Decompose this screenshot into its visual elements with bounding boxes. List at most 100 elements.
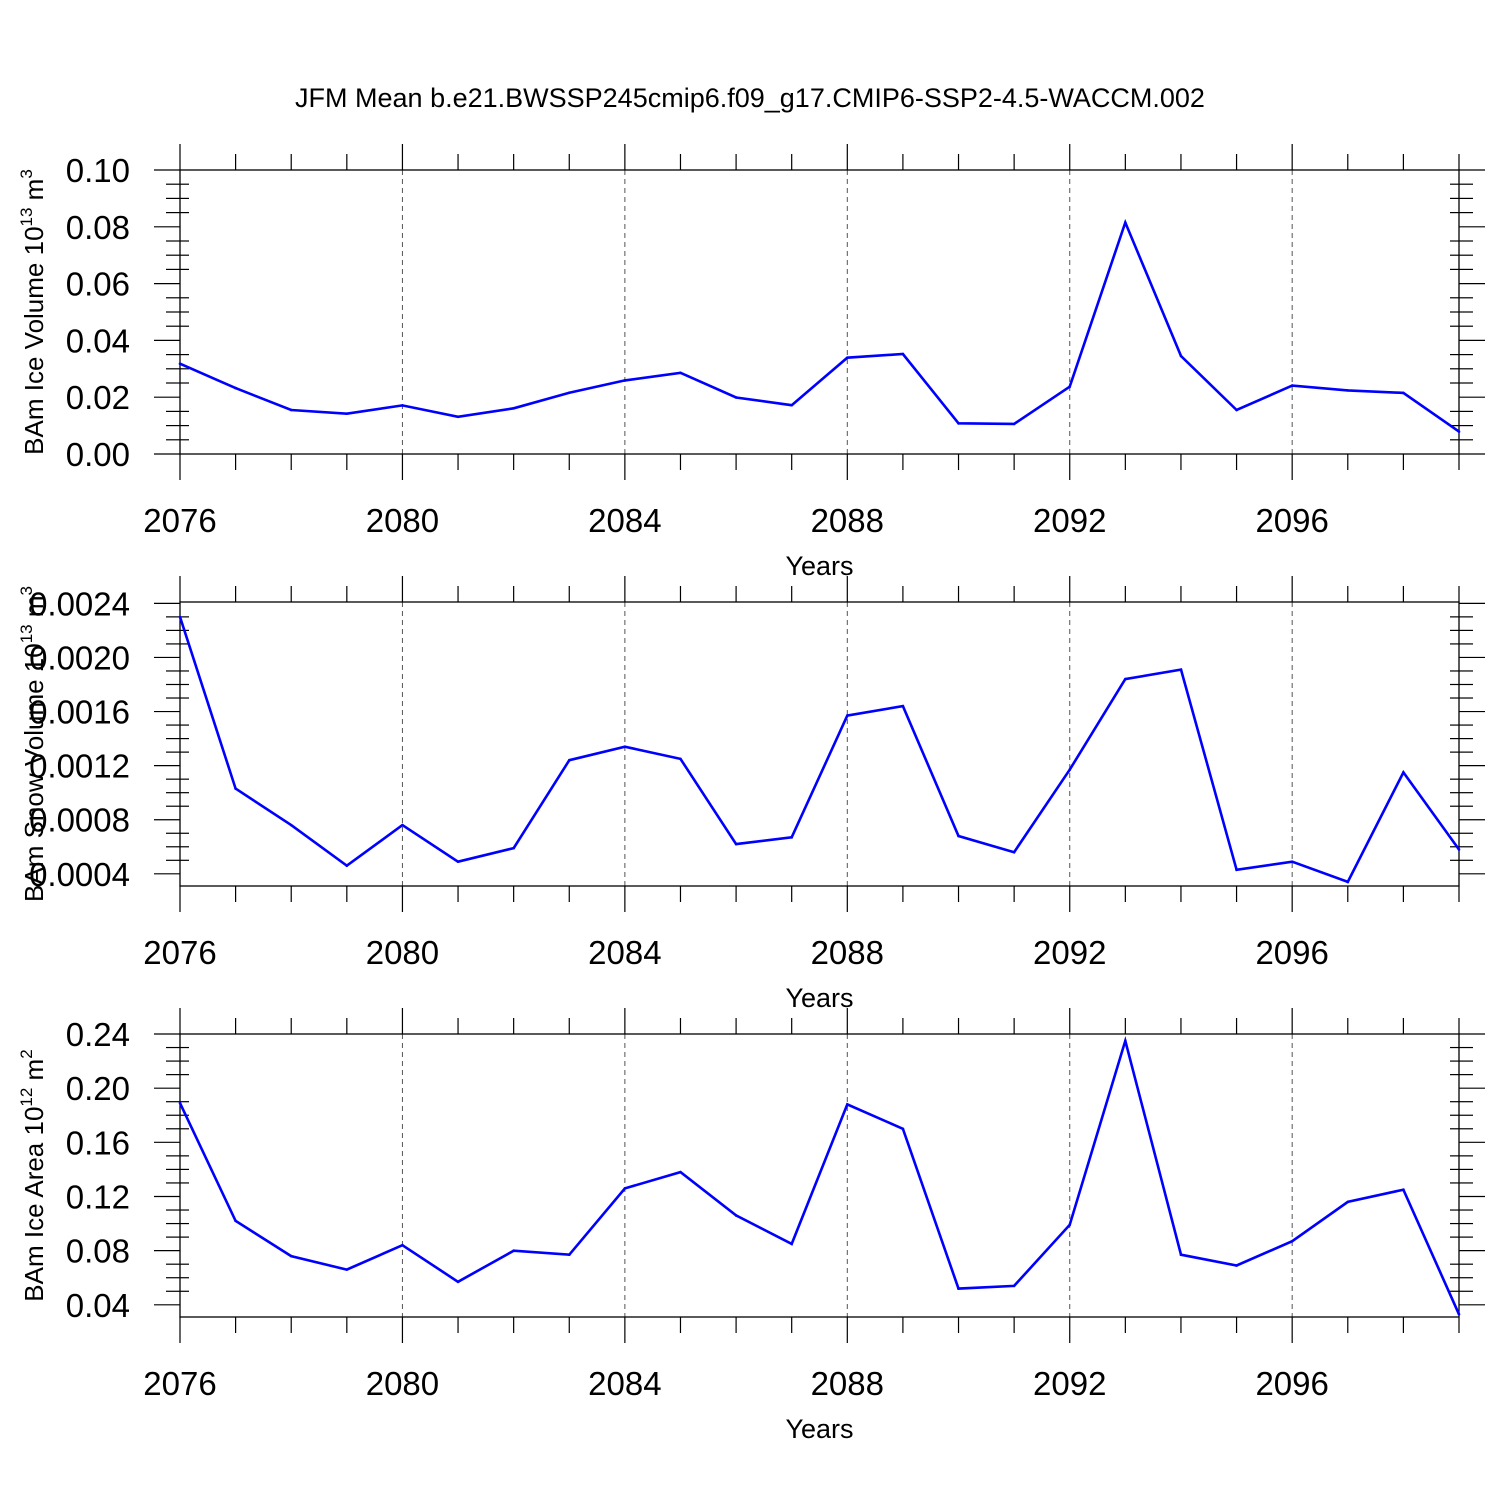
plot-frame xyxy=(179,169,1460,455)
data-point xyxy=(679,757,682,761)
data-point xyxy=(679,371,682,375)
x-tick-label: 2076 xyxy=(143,1365,216,1402)
data-point xyxy=(234,386,237,390)
data-point xyxy=(1290,384,1294,387)
data-point xyxy=(1068,768,1072,771)
data-point xyxy=(901,1127,905,1131)
data-point xyxy=(1012,1284,1016,1288)
data-point xyxy=(456,1280,460,1284)
data-point xyxy=(734,1214,738,1217)
data-point xyxy=(1124,221,1127,224)
y-title-unit: m xyxy=(19,595,49,624)
data-point xyxy=(1124,677,1127,681)
data-point xyxy=(957,834,960,838)
y-title-unit: m xyxy=(19,1059,49,1088)
x-tick-label: 2092 xyxy=(1033,934,1106,971)
y-title-exponent: 13 xyxy=(17,624,36,643)
data-point xyxy=(234,1219,237,1223)
data-point xyxy=(178,615,182,619)
x-tick-label: 2080 xyxy=(366,934,439,971)
data-point xyxy=(1457,848,1461,851)
data-point xyxy=(846,356,849,360)
data-point xyxy=(512,1249,515,1252)
data-point xyxy=(1346,1200,1350,1204)
y-tick-label: 0.16 xyxy=(66,1124,130,1161)
data-point xyxy=(734,396,738,399)
data-point xyxy=(1124,1039,1127,1043)
panel-3: 2076 2080 2084 2088 2092 2096 0.04 0.08 0.12 0.16… xyxy=(17,1008,1485,1444)
data-point xyxy=(1346,389,1350,392)
data-point xyxy=(1457,1312,1461,1316)
y-tick-label: 0.04 xyxy=(66,1287,130,1324)
data-point xyxy=(178,362,182,365)
data-point xyxy=(957,1287,960,1290)
data-point xyxy=(1235,408,1238,412)
y-tick-label: 0.12 xyxy=(66,1178,130,1215)
plot-frame xyxy=(179,1033,1460,1318)
y-tick-label: 0.08 xyxy=(66,1233,130,1270)
x-tick-label: 2084 xyxy=(588,1365,661,1402)
data-point xyxy=(623,1187,627,1190)
y-tick-label: 0.24 xyxy=(66,1016,130,1053)
data-point xyxy=(401,823,404,827)
x-axis-title: Years xyxy=(785,1414,853,1444)
data-point xyxy=(623,379,627,382)
y-tick-label: 0.02 xyxy=(66,379,130,416)
y-title-base: BAm Ice Area 10 xyxy=(19,1107,49,1302)
y-axis-title: BAm Ice Area 1012 m2 xyxy=(17,1049,49,1301)
y-axis-title: BAm Ice Volume 1013 m3 xyxy=(17,169,49,455)
x-tick-label: 2096 xyxy=(1255,934,1328,971)
data-point xyxy=(289,1254,293,1258)
x-axis-title: Years xyxy=(785,983,853,1013)
y-title-unit-exponent: 2 xyxy=(17,1049,36,1058)
y-tick-label: 0.10 xyxy=(66,152,130,189)
y-title-base: BAm Ice Volume 10 xyxy=(19,226,49,454)
x-tick-label: 2092 xyxy=(1033,1365,1106,1402)
data-point xyxy=(679,1170,682,1174)
data-point xyxy=(456,415,460,419)
y-tick-label: 0.08 xyxy=(66,209,130,246)
x-tick-label: 2088 xyxy=(811,1365,884,1402)
data-point xyxy=(401,1243,404,1247)
data-point xyxy=(1402,1188,1405,1192)
y-tick-label: 0.06 xyxy=(66,266,130,303)
data-point xyxy=(178,1101,182,1105)
y-title-unit-exponent: 3 xyxy=(17,169,36,178)
data-point xyxy=(1290,860,1294,863)
data-point xyxy=(345,412,349,415)
x-tick-label: 2084 xyxy=(588,934,661,971)
data-point xyxy=(345,1268,349,1271)
data-point xyxy=(1012,850,1016,854)
data-point xyxy=(790,403,793,407)
data-point xyxy=(957,422,960,425)
data-point xyxy=(512,846,515,850)
data-point xyxy=(1179,1253,1183,1257)
plot-frame xyxy=(179,601,1460,887)
series-line xyxy=(178,616,1461,884)
data-point xyxy=(1179,354,1183,358)
data-point xyxy=(623,745,627,749)
y-title-exponent: 12 xyxy=(17,1088,36,1107)
data-point xyxy=(401,404,404,407)
x-tick-label: 2080 xyxy=(366,502,439,539)
y-tick-label: 0.0020 xyxy=(29,639,130,676)
panel-1: 2076 2080 2084 2088 2092 2096 0.00 0.02 0.04 0.06… xyxy=(17,144,1485,581)
y-axis-title: BAm Snow Volume 1013 m3 xyxy=(17,586,49,902)
data-point xyxy=(289,408,293,412)
data-point xyxy=(456,860,460,863)
x-tick-label: 2092 xyxy=(1033,502,1106,539)
y-tick-label: 0.20 xyxy=(66,1070,130,1107)
y-tick-label: 0.0016 xyxy=(29,694,130,731)
data-point xyxy=(1290,1239,1294,1243)
y-title-unit: m xyxy=(19,179,49,208)
data-point xyxy=(345,864,349,868)
series-line xyxy=(179,218,1460,433)
data-point xyxy=(790,836,793,839)
data-point xyxy=(567,758,571,762)
x-tick-label: 2076 xyxy=(143,502,216,539)
y-title-unit-exponent: 3 xyxy=(17,586,36,595)
y-tick-label: 0.00 xyxy=(66,436,130,473)
data-point xyxy=(1235,868,1238,872)
data-point xyxy=(1402,771,1405,774)
